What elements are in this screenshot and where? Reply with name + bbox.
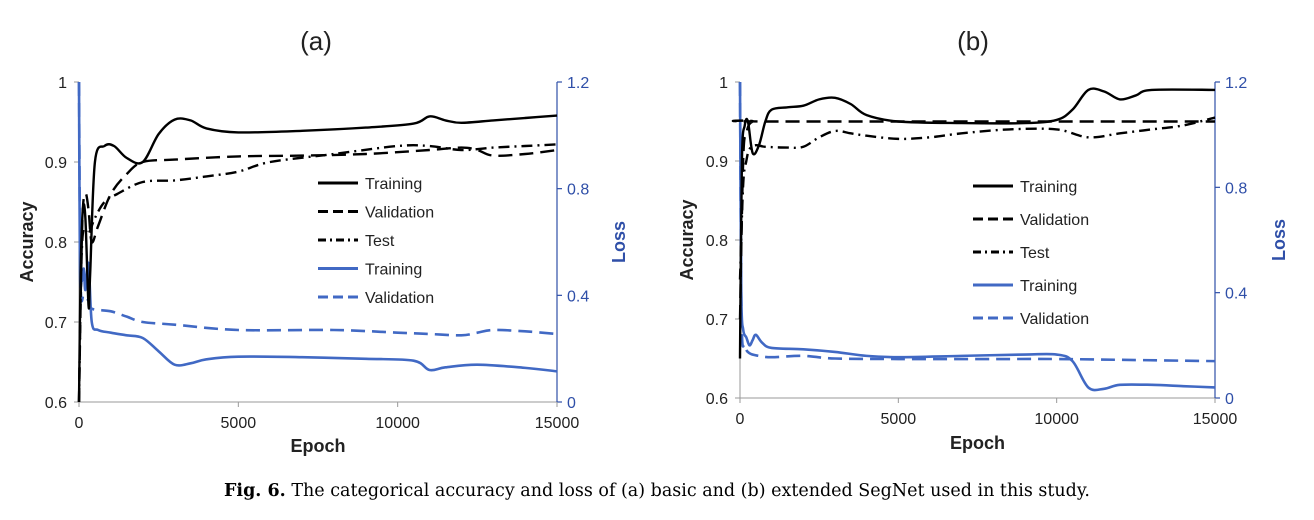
series-line-loss-training: [77, 81, 558, 373]
y-tick-label: 0.7: [45, 315, 67, 332]
legend-label: Validation: [1020, 311, 1089, 328]
caption-text: The categorical accuracy and loss of (a)…: [291, 481, 1090, 501]
legend-label: Training: [365, 176, 422, 193]
chart-title: (a): [300, 26, 332, 56]
series-line-accuracy-training: [738, 87, 1216, 359]
y-tick-label: 0.8: [706, 233, 728, 250]
x-tick-label: 5000: [881, 411, 917, 428]
legend-label: Training: [1020, 179, 1077, 196]
x-axis-label: Epoch: [950, 433, 1005, 453]
y-axis-label: Accuracy: [677, 199, 697, 280]
series-line-accuracy-training: [77, 114, 558, 403]
caption-label: Fig. 6.: [224, 481, 286, 501]
y-tick-label: 1: [58, 75, 67, 92]
y2-tick-label: 0.4: [1225, 286, 1247, 303]
y2-tick-label: 0.4: [567, 288, 589, 305]
series-line-loss-training: [738, 81, 1216, 392]
legend: Training Validation Test Training Validation: [318, 176, 434, 307]
y-tick-label: 0.7: [706, 312, 728, 329]
series-line-loss-validation: [738, 81, 1216, 363]
y-tick-label: 0.6: [45, 395, 67, 412]
y2-axis-label: Loss: [609, 221, 629, 263]
chart-b: (b) 0.6 0.7 0.8 0.9 1 0 0.4 0.8 1.2 0 5000 10000 1500…: [677, 26, 1289, 453]
series-line-loss-validation: [77, 81, 558, 337]
legend: Training Validation Test Training Validation: [973, 179, 1089, 328]
y-tick-label: 0.6: [706, 391, 728, 408]
legend-label: Validation: [365, 290, 434, 307]
y2-tick-label: 1.2: [567, 75, 589, 92]
x-axis-label: Epoch: [290, 436, 345, 456]
x-tick-label: 15000: [535, 415, 580, 432]
y-tick-label: 0.8: [45, 235, 67, 252]
x-tick-label: 0: [75, 415, 84, 432]
series-line-accuracy-validation: [77, 146, 558, 403]
chart-title: (b): [957, 26, 989, 56]
chart-a: (a) 0.6 0.7 0.8 0.9 1 0 0.4 0.8 1.2 0 5000 10000 1500…: [17, 26, 629, 456]
x-tick-label: 5000: [221, 415, 257, 432]
y-tick-label: 1: [719, 75, 728, 92]
legend-label: Test: [365, 233, 395, 250]
y-tick-label: 0.9: [706, 154, 728, 171]
x-tick-label: 15000: [1193, 411, 1238, 428]
figure-caption: Fig. 6. The categorical accuracy and los…: [0, 481, 1314, 501]
legend-label: Training: [1020, 278, 1077, 295]
series-line-accuracy-test: [738, 116, 1216, 280]
y2-tick-label: 1.2: [1225, 75, 1247, 92]
x-tick-label: 10000: [1034, 411, 1079, 428]
x-tick-label: 10000: [375, 415, 420, 432]
y-tick-label: 0.9: [45, 155, 67, 172]
y2-tick-label: 0: [1225, 391, 1234, 408]
series-line-accuracy-test: [77, 143, 558, 403]
legend-label: Test: [1020, 245, 1050, 262]
legend-label: Training: [365, 262, 422, 279]
legend-label: Validation: [1020, 212, 1089, 229]
y2-tick-label: 0.8: [567, 182, 589, 199]
legend-label: Validation: [365, 205, 434, 222]
y-axis-label: Accuracy: [17, 201, 37, 282]
x-tick-label: 0: [736, 411, 745, 428]
y2-axis-label: Loss: [1269, 219, 1289, 261]
series-line-accuracy-validation: [731, 119, 1215, 320]
y2-tick-label: 0.8: [1225, 180, 1247, 197]
y2-tick-label: 0: [567, 395, 576, 412]
